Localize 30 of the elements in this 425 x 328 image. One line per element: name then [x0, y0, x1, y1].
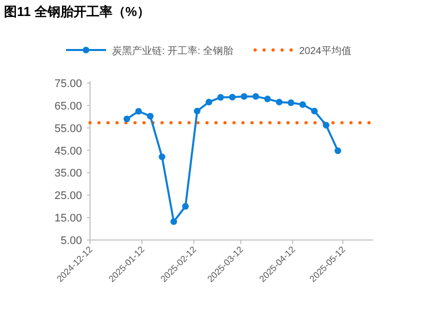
point: [217, 94, 224, 101]
legend-label: 炭黑产业链: 开工率: 全钢胎: [112, 45, 234, 57]
point: [334, 147, 342, 154]
point: [124, 116, 130, 122]
point: [135, 108, 142, 115]
point: [194, 108, 200, 114]
point: [252, 93, 260, 100]
point: [146, 112, 154, 120]
point: [276, 98, 283, 106]
y-tick-label: 65.00: [54, 100, 82, 112]
y-tick-label: 45.00: [54, 145, 82, 158]
y-tick-label: 55.00: [54, 122, 82, 135]
chart-title: 图11 全钢胎开工率（%）: [4, 4, 150, 19]
point: [299, 101, 306, 108]
point: [182, 203, 189, 210]
y-tick-label: 25.00: [54, 190, 82, 202]
y-tick-label: 35.00: [54, 168, 82, 180]
legend-label: 2024平均值: [299, 45, 352, 57]
point: [158, 153, 166, 160]
y-tick-label: 15.00: [54, 212, 82, 225]
point: [240, 93, 248, 100]
point: [206, 98, 212, 106]
point: [288, 99, 294, 106]
point: [264, 96, 271, 102]
y-tick-label: 75.00: [54, 78, 82, 90]
point: [229, 94, 236, 100]
point: [311, 108, 318, 114]
y-tick-label: 5.00: [60, 235, 82, 247]
point: [322, 122, 330, 128]
point: [170, 218, 178, 225]
